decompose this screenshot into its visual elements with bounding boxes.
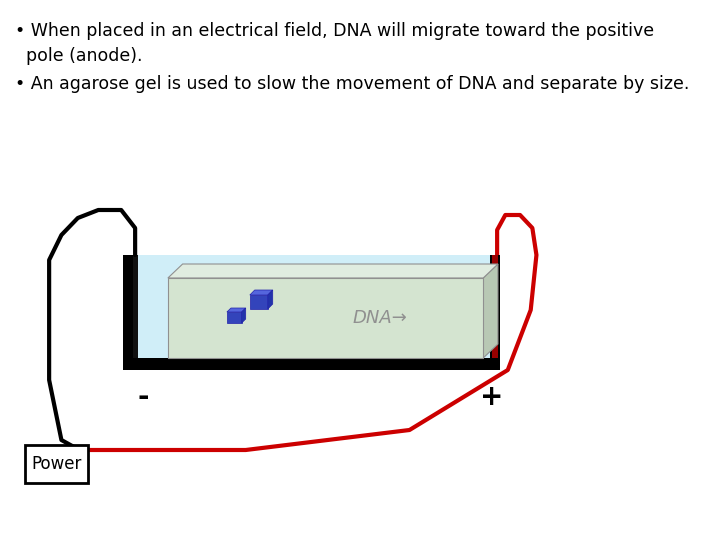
Bar (132, 255, 138, 358)
Bar (123, 255, 132, 370)
Text: +: + (480, 383, 503, 411)
Text: -: - (138, 383, 149, 411)
Polygon shape (268, 290, 273, 309)
Text: DNA→: DNA→ (352, 309, 407, 327)
Bar (24, 445, 89, 483)
Text: • An agarose gel is used to slow the movement of DNA and separate by size.: • An agarose gel is used to slow the mov… (14, 75, 689, 93)
Polygon shape (168, 264, 498, 278)
Text: • When placed in an electrical field, DNA will migrate toward the positive: • When placed in an electrical field, DN… (14, 22, 654, 40)
Bar (227, 312, 242, 323)
Bar (168, 278, 483, 358)
Bar (123, 358, 500, 370)
Bar (132, 255, 490, 370)
Text: pole (anode).: pole (anode). (14, 47, 143, 65)
Polygon shape (242, 308, 246, 323)
Bar (490, 255, 500, 370)
Text: Power: Power (32, 455, 81, 473)
Polygon shape (227, 308, 246, 312)
Bar (250, 295, 268, 309)
Polygon shape (250, 290, 273, 295)
Bar (492, 255, 498, 358)
Polygon shape (483, 264, 498, 358)
